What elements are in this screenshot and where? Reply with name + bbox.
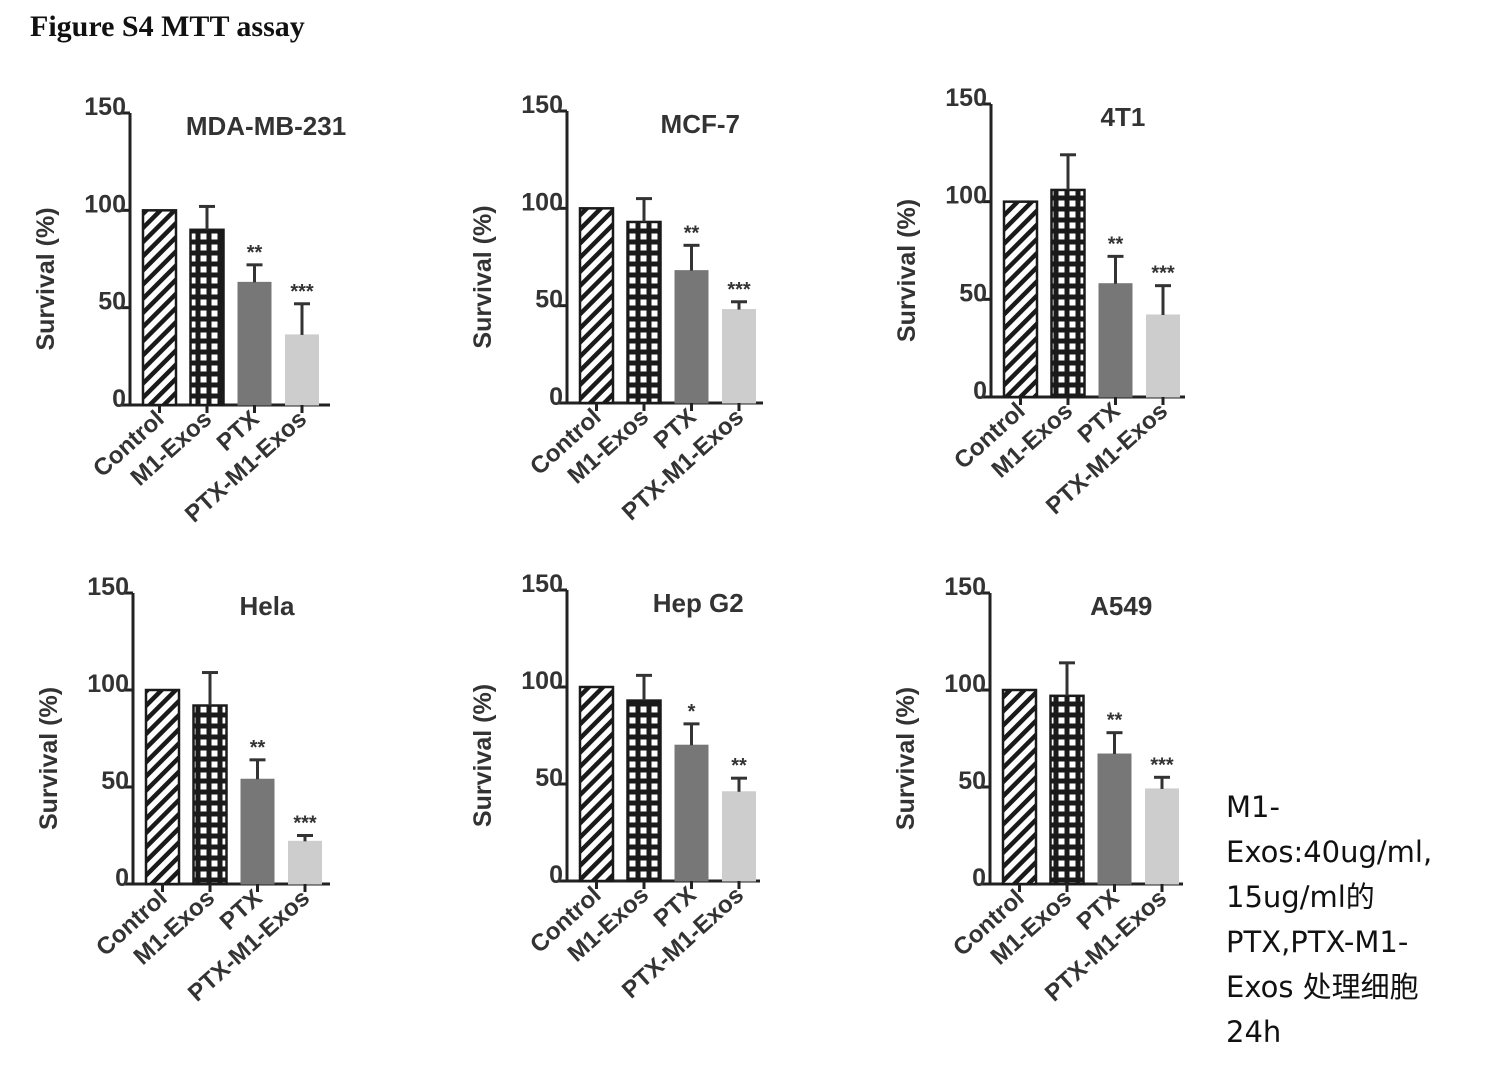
y-tick-label: 150	[521, 570, 563, 598]
y-tick-label: 50	[101, 767, 129, 795]
y-axis-label: Survival (%)	[892, 687, 920, 830]
y-tick-label: 100	[944, 670, 986, 698]
y-tick-label: 0	[549, 861, 563, 889]
y-tick-label: 50	[535, 764, 563, 792]
significance-label: ***	[290, 281, 314, 303]
note-line: Exos:40ug/ml,	[1226, 835, 1433, 869]
bar-control	[578, 685, 615, 883]
bar-m1-exos	[192, 704, 228, 886]
y-tick-label: 0	[112, 385, 126, 413]
bar-ptx	[237, 281, 272, 406]
bar-ptx	[674, 270, 709, 404]
chart-title: MDA-MB-231	[186, 111, 346, 141]
significance-label: **	[250, 737, 266, 759]
y-tick-label: 50	[535, 286, 563, 314]
significance-label: **	[247, 242, 263, 264]
y-tick-label: 0	[549, 383, 563, 411]
y-tick-label: 150	[945, 84, 987, 112]
note-line: PTX,PTX-M1-	[1226, 925, 1409, 959]
significance-label: *	[688, 701, 696, 723]
y-tick-label: 50	[98, 288, 126, 316]
bar-ptx-m1-exos	[1145, 788, 1179, 885]
bar-m1-exos	[1050, 188, 1086, 399]
chart-title: A549	[1090, 591, 1152, 621]
bar-m1-exos	[626, 220, 662, 405]
bar-control	[1001, 688, 1038, 886]
chart-title: Hela	[239, 591, 294, 621]
significance-label: **	[1108, 233, 1124, 255]
bar-m1-exos	[626, 699, 662, 883]
bar-ptx	[1097, 753, 1132, 885]
significance-label: ***	[1151, 263, 1175, 285]
y-tick-label: 0	[115, 864, 129, 892]
bar-ptx-m1-exos	[288, 840, 322, 885]
chart-title: 4T1	[1101, 102, 1146, 132]
y-axis-label: Survival (%)	[35, 687, 63, 830]
chart-title: Hep G2	[653, 588, 744, 618]
y-axis-label: Survival (%)	[469, 205, 497, 348]
y-tick-label: 100	[87, 670, 129, 698]
bar-m1-exos	[1049, 694, 1085, 886]
bar-control	[144, 688, 181, 886]
y-tick-label: 100	[945, 182, 987, 210]
y-tick-label: 150	[521, 91, 563, 119]
y-axis-label: Survival (%)	[32, 207, 60, 350]
y-tick-label: 100	[521, 667, 563, 695]
significance-label: **	[684, 222, 700, 244]
y-axis-label: Survival (%)	[469, 684, 497, 827]
chart-title: MCF-7	[661, 109, 740, 139]
treatment-note: M1- Exos:40ug/ml, 15ug/ml的 PTX,PTX-M1- E…	[1226, 785, 1476, 1055]
bar-ptx-m1-exos	[1146, 314, 1180, 398]
y-tick-label: 0	[973, 377, 987, 405]
significance-label: ***	[1150, 754, 1174, 776]
bar-ptx-m1-exos	[722, 309, 756, 404]
significance-label: ***	[727, 279, 751, 301]
note-line: Exos 处理细胞	[1226, 970, 1419, 1004]
figure-title: Figure S4 MTT assay	[30, 10, 305, 43]
significance-label: **	[731, 755, 747, 777]
bar-control	[1002, 200, 1039, 399]
bar-ptx	[1098, 283, 1133, 398]
note-line: M1-	[1226, 790, 1280, 824]
y-tick-label: 150	[87, 573, 129, 601]
y-tick-label: 100	[521, 188, 563, 216]
y-tick-label: 50	[958, 767, 986, 795]
bar-ptx-m1-exos	[285, 334, 319, 406]
significance-label: **	[1107, 710, 1123, 732]
significance-label: ***	[293, 813, 317, 835]
y-tick-label: 150	[84, 93, 126, 121]
bar-ptx	[674, 744, 709, 882]
y-tick-label: 150	[944, 573, 986, 601]
note-line: 15ug/ml的	[1226, 880, 1375, 914]
bar-ptx	[240, 778, 275, 885]
bar-control	[578, 207, 615, 405]
y-tick-label: 100	[84, 190, 126, 218]
y-axis-label: Survival (%)	[893, 199, 921, 342]
bar-m1-exos	[189, 228, 225, 407]
bar-ptx-m1-exos	[722, 791, 756, 882]
y-tick-label: 50	[959, 279, 987, 307]
bar-control	[141, 209, 178, 407]
note-line: 24h	[1226, 1015, 1282, 1049]
y-tick-label: 0	[972, 864, 986, 892]
